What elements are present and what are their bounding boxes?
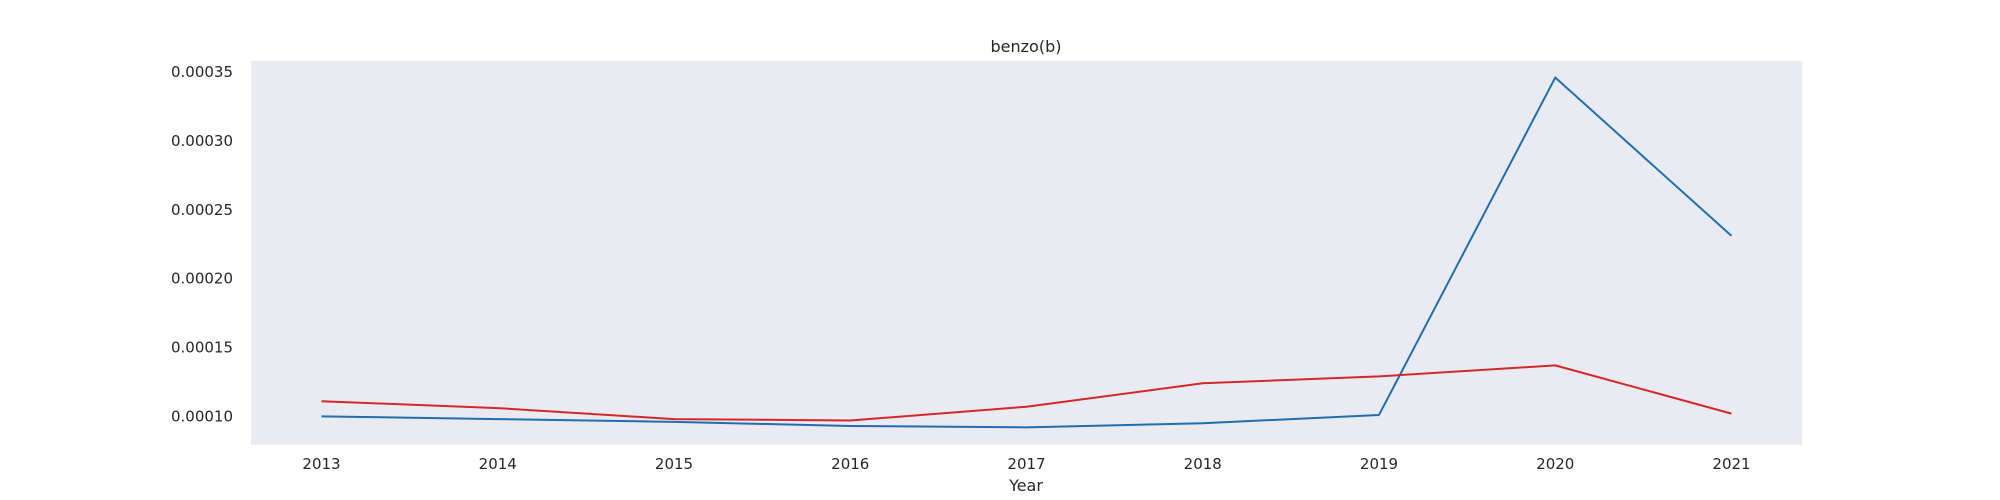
y-tick-label: 0.00035 — [171, 63, 233, 81]
x-tick-label: 2021 — [1712, 455, 1750, 473]
series-layer — [321, 76, 1733, 429]
plot-area — [251, 61, 1802, 445]
series-line-1 — [321, 76, 1733, 429]
series-line-2 — [321, 364, 1732, 422]
x-tick-label: 2014 — [479, 455, 517, 473]
x-tick-label: 2019 — [1360, 455, 1398, 473]
x-tick-label: 2015 — [655, 455, 693, 473]
y-tick-label: 0.00015 — [171, 338, 233, 356]
x-tick-labels: 2013 2014 2015 2016 2017 2018 2019 2020 2021 — [302, 455, 1750, 473]
y-tick-labels: 0.00010 0.00015 0.00020 0.00025 0.00030 0.000… — [171, 63, 233, 425]
x-tick-label: 2020 — [1536, 455, 1574, 473]
y-tick-label: 0.00010 — [171, 407, 233, 425]
x-tick-label: 2018 — [1184, 455, 1222, 473]
y-tick-label: 0.00030 — [171, 132, 233, 150]
x-axis-title: Year — [1008, 476, 1043, 495]
y-tick-label: 0.00025 — [171, 201, 233, 219]
y-tick-label: 0.00020 — [171, 270, 233, 288]
x-tick-label: 2013 — [302, 455, 340, 473]
x-tick-label: 2016 — [831, 455, 869, 473]
chart-title: benzo(b) — [991, 37, 1062, 56]
x-tick-label: 2017 — [1007, 455, 1045, 473]
